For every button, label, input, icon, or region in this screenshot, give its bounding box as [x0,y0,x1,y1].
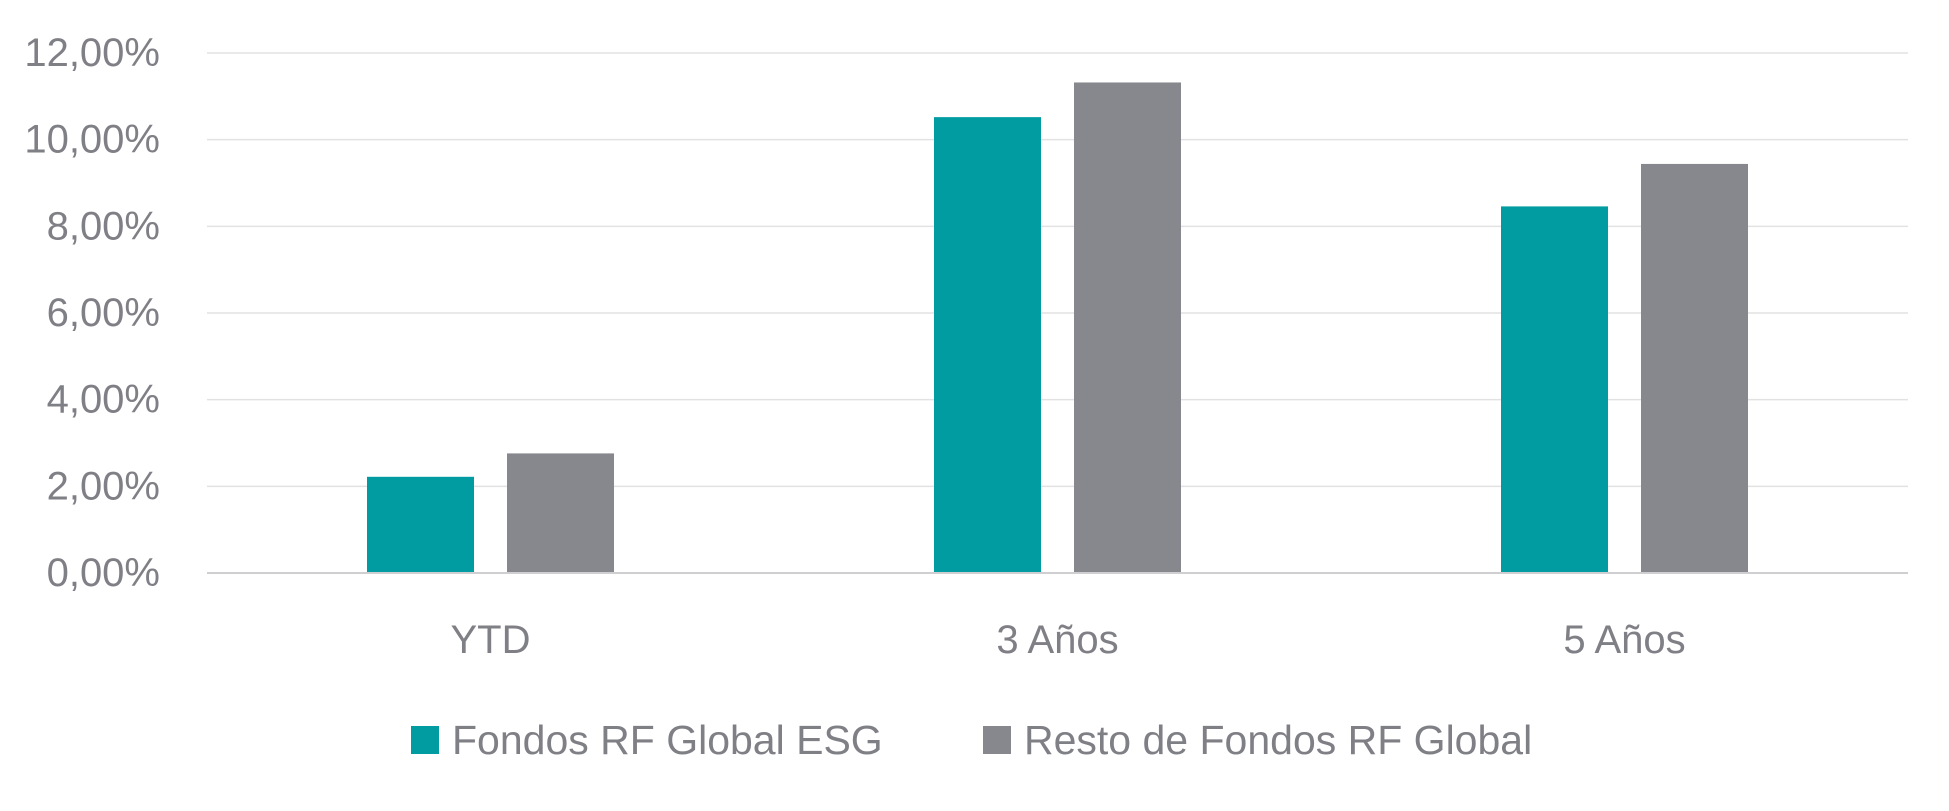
x-tick-label: 3 Años [996,618,1118,662]
y-tick-label: 8,00% [47,204,160,248]
legend-swatch-0 [411,726,439,754]
legend: Fondos RF Global ESG Resto de Fondos RF G… [411,717,1532,763]
gridlines [207,52,1908,488]
y-tick-label: 4,00% [47,378,160,422]
x-tick-label: YTD [451,618,531,662]
legend-label-0: Fondos RF Global ESG [452,717,883,763]
bar-resto-0 [507,453,614,573]
y-tick-label: 6,00% [47,291,160,335]
x-tick-label: 5 Años [1563,618,1685,662]
bars [367,82,1748,573]
bar-esg-2 [1501,206,1608,573]
bar-esg-0 [367,476,474,573]
y-tick-label: 2,00% [47,464,160,508]
bar-resto-2 [1641,163,1748,573]
legend-label-1: Resto de Fondos RF Global [1024,717,1532,763]
x-axis-tick-labels: YTD 3 Años 5 Años [451,618,1686,662]
y-tick-label: 10,00% [24,118,160,162]
legend-swatch-1 [983,726,1011,754]
bar-esg-1 [934,117,1041,573]
y-axis-tick-labels: 0,00% 2,00% 4,00% 6,00% 8,00% 10,00% 12,00% [24,31,160,595]
y-tick-label: 0,00% [47,551,160,595]
bar-resto-1 [1074,82,1181,573]
y-tick-label: 12,00% [24,31,160,75]
